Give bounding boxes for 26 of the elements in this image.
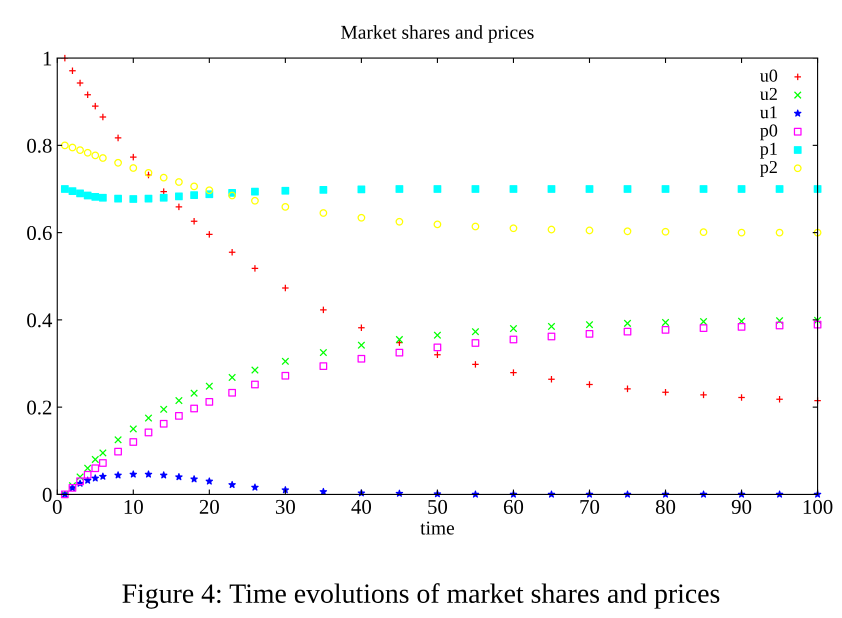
x-tick-label: 80	[656, 500, 676, 514]
y-tick-label: 0.8	[27, 138, 52, 153]
y-tick-label: 0.2	[27, 400, 52, 415]
x-tick-label: 30	[276, 500, 295, 514]
legend-label: p1	[760, 142, 777, 159]
x-tick-label: 100	[804, 500, 832, 514]
legend-label: u1	[760, 106, 777, 118]
x-tick-label: 70	[580, 500, 600, 514]
y-tick-label: 0	[42, 488, 52, 502]
legend-label: p0	[760, 124, 778, 140]
y-tick-label: 0.4	[27, 313, 52, 328]
y-tick-label: 0.6	[27, 226, 52, 240]
x-tick-label: 0	[52, 500, 62, 514]
x-tick-label: 40	[351, 500, 372, 514]
y-tick-label: 1	[44, 52, 52, 66]
x-tick-label: 60	[504, 500, 524, 514]
x-tick-label: 50	[428, 500, 448, 514]
x-tick-label: 20	[200, 500, 219, 514]
caption: Figure 4: Time evolutions of market shares and prices	[122, 583, 720, 609]
x-tick-label: 10	[124, 500, 143, 514]
legend-label: p2	[760, 161, 777, 177]
x-tick-label: 90	[732, 500, 752, 514]
legend-label: u0	[760, 70, 778, 82]
x-axis-title: time	[420, 522, 454, 535]
chart-title: Market shares and prices	[341, 25, 534, 43]
legend-label: u2	[760, 88, 777, 100]
